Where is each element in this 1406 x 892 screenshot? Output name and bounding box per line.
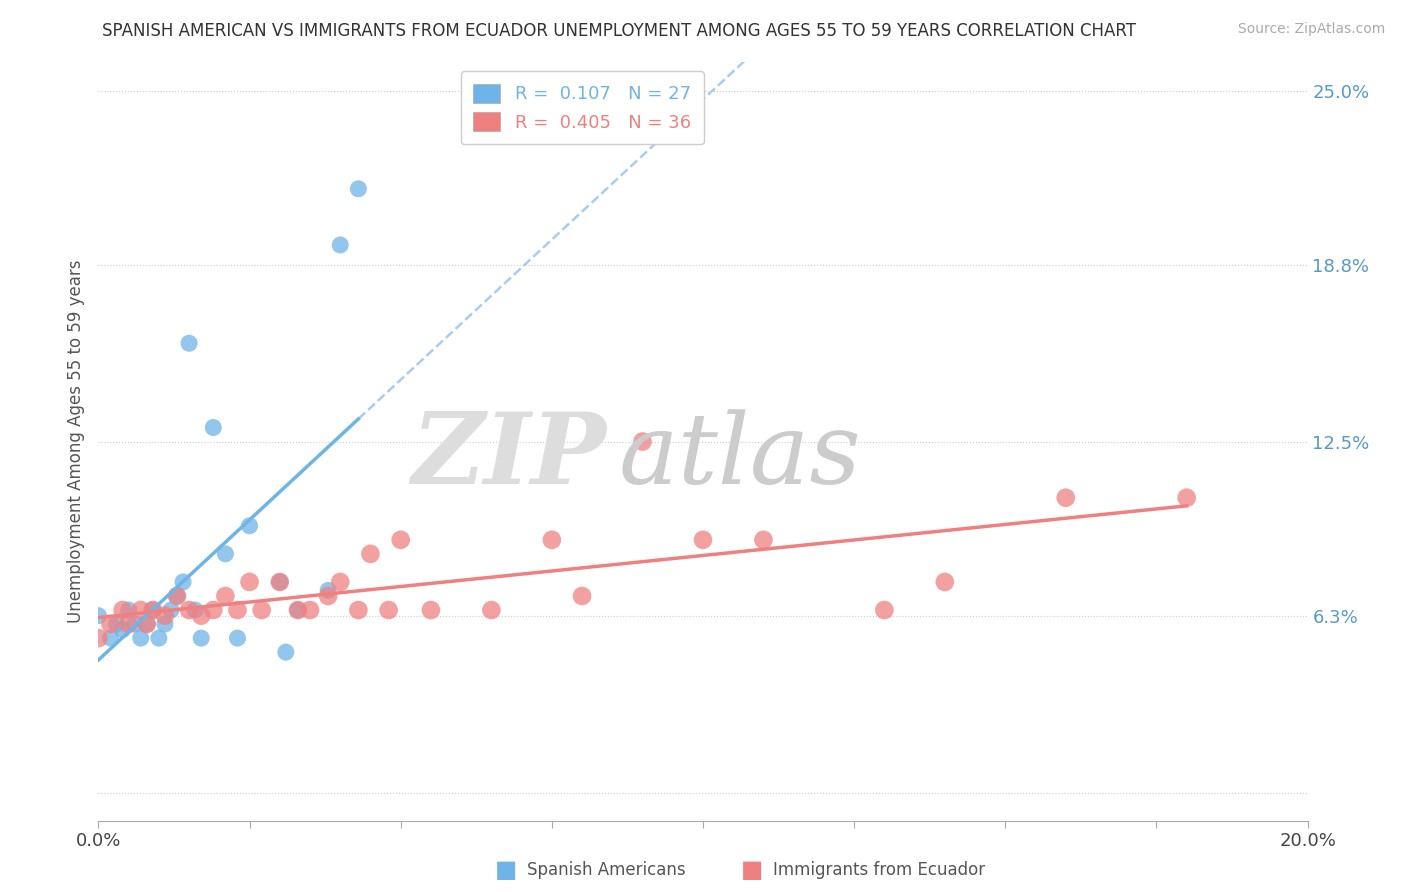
- Text: ZIP: ZIP: [412, 409, 606, 505]
- Point: [1175, 491, 1198, 505]
- Point: [287, 603, 309, 617]
- Point: [631, 434, 654, 449]
- Point: [269, 574, 291, 589]
- Point: [360, 547, 382, 561]
- Point: [571, 589, 593, 603]
- Point: [190, 608, 212, 623]
- Point: [934, 574, 956, 589]
- Point: [142, 603, 165, 617]
- Point: [226, 631, 249, 645]
- Text: ■: ■: [741, 858, 763, 881]
- Point: [142, 603, 165, 617]
- Point: [287, 603, 309, 617]
- Point: [481, 603, 503, 617]
- Legend: R =  0.107   N = 27, R =  0.405   N = 36: R = 0.107 N = 27, R = 0.405 N = 36: [461, 71, 703, 145]
- Point: [153, 608, 176, 623]
- Point: [160, 603, 183, 617]
- Point: [111, 623, 134, 637]
- Point: [166, 589, 188, 603]
- Point: [135, 617, 157, 632]
- Point: [347, 603, 370, 617]
- Point: [692, 533, 714, 547]
- Point: [274, 645, 297, 659]
- Point: [111, 603, 134, 617]
- Point: [420, 603, 443, 617]
- Point: [105, 617, 128, 632]
- Text: atlas: atlas: [619, 409, 860, 504]
- Point: [214, 547, 236, 561]
- Point: [87, 631, 110, 645]
- Point: [329, 574, 352, 589]
- Point: [202, 603, 225, 617]
- Point: [347, 182, 370, 196]
- Text: Immigrants from Ecuador: Immigrants from Ecuador: [773, 861, 986, 879]
- Point: [124, 617, 146, 632]
- Point: [250, 603, 273, 617]
- Point: [299, 603, 322, 617]
- Text: ■: ■: [495, 858, 517, 881]
- Point: [226, 603, 249, 617]
- Point: [135, 617, 157, 632]
- Point: [172, 574, 194, 589]
- Point: [118, 617, 141, 632]
- Point: [239, 574, 262, 589]
- Point: [389, 533, 412, 547]
- Point: [540, 533, 562, 547]
- Point: [377, 603, 399, 617]
- Point: [190, 631, 212, 645]
- Point: [752, 533, 775, 547]
- Point: [129, 631, 152, 645]
- Point: [214, 589, 236, 603]
- Point: [329, 238, 352, 252]
- Text: SPANISH AMERICAN VS IMMIGRANTS FROM ECUADOR UNEMPLOYMENT AMONG AGES 55 TO 59 YEA: SPANISH AMERICAN VS IMMIGRANTS FROM ECUA…: [101, 22, 1136, 40]
- Point: [100, 617, 122, 632]
- Point: [118, 603, 141, 617]
- Point: [148, 631, 170, 645]
- Point: [179, 336, 201, 351]
- Point: [179, 603, 201, 617]
- Point: [202, 420, 225, 434]
- Point: [269, 574, 291, 589]
- Point: [873, 603, 896, 617]
- Y-axis label: Unemployment Among Ages 55 to 59 years: Unemployment Among Ages 55 to 59 years: [66, 260, 84, 624]
- Text: Spanish Americans: Spanish Americans: [527, 861, 686, 879]
- Point: [1054, 491, 1077, 505]
- Point: [184, 603, 207, 617]
- Point: [166, 589, 188, 603]
- Point: [129, 603, 152, 617]
- Text: Source: ZipAtlas.com: Source: ZipAtlas.com: [1237, 22, 1385, 37]
- Point: [239, 518, 262, 533]
- Point: [316, 583, 339, 598]
- Point: [153, 617, 176, 632]
- Point: [316, 589, 339, 603]
- Point: [87, 608, 110, 623]
- Point: [100, 631, 122, 645]
